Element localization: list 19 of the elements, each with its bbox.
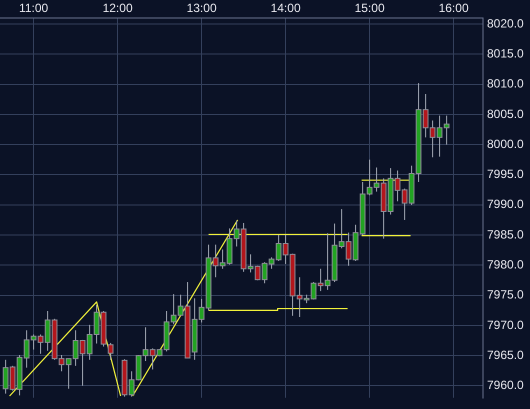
y-tick-label: 7980.0 [487,257,524,272]
x-tick-label: 12:00 [102,1,133,16]
y-tick-label: 8010.0 [487,76,524,91]
y-tick-label: 7960.0 [487,378,524,392]
y-tick-label: 7965.0 [487,348,524,362]
x-tick-label: 11:00 [19,1,48,16]
y-tick-label: 7975.0 [487,288,524,302]
x-tick-label: 14:00 [270,1,301,16]
y-tick-label: 8000.0 [487,136,524,151]
y-tick-label: 8020.0 [487,16,524,30]
x-tick-label: 13:00 [186,1,217,16]
y-tick-label: 8015.0 [487,46,524,60]
y-tick-label: 7970.0 [487,318,524,332]
y-tick-label: 8005.0 [487,106,524,121]
y-tick-label: 7995.0 [487,167,524,182]
y-tick-label: 7990.0 [487,197,524,212]
x-tick-label: 15:00 [354,1,385,16]
x-tick-label: 16:00 [438,1,469,16]
y-tick-label: 7985.0 [487,227,524,242]
